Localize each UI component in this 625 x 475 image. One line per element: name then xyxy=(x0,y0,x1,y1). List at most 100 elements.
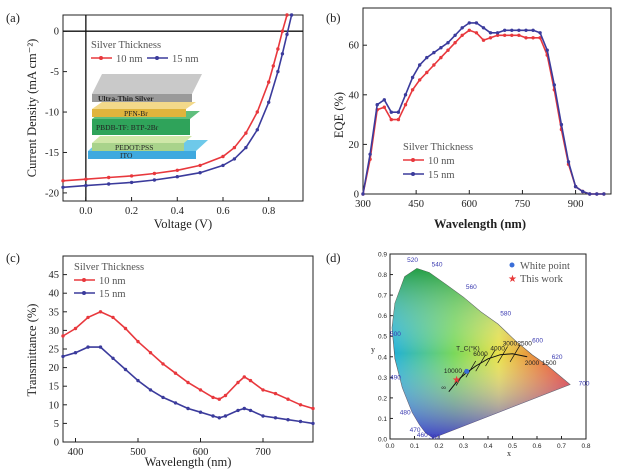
panel-c-ticks: 400 500 600 700 0 5 10 15 20 25 30 35 40 45 xyxy=(49,270,271,458)
layer-active xyxy=(92,119,190,135)
panel-c-data-point xyxy=(111,356,115,360)
panel-d-xtick-label: 0.7 xyxy=(557,443,566,450)
panel-b-data-point xyxy=(396,110,401,114)
panel-b-xlabel: Wavelength (nm) xyxy=(434,217,526,231)
panel-c-data-point xyxy=(98,345,103,349)
panel-c-data-point xyxy=(61,354,65,359)
panel-c-data-point xyxy=(98,310,103,314)
isotherm-line xyxy=(485,349,496,367)
panel-a-xtick-label: 0.6 xyxy=(216,206,229,217)
panel-b-data-point xyxy=(545,48,549,52)
panel-d-xlabel: x xyxy=(507,449,511,458)
panel-c-ytick-label: 45 xyxy=(49,270,60,281)
panel-d-label: (d) xyxy=(326,251,341,265)
panel-a-ytick-label: -5 xyxy=(50,67,59,78)
panel-b-xtick-label: 300 xyxy=(355,199,371,210)
panel-d-xtick-label: 0.3 xyxy=(459,443,468,450)
panel-b-data-point xyxy=(403,103,408,107)
panel-b-data-point xyxy=(403,93,408,97)
panel-b-data-point xyxy=(573,184,578,189)
panel-b-data-point xyxy=(453,33,457,37)
cie-wavelength-label: 700 xyxy=(579,381,590,388)
panel-c-data-point xyxy=(211,395,215,400)
cie-wavelength-label: 520 xyxy=(407,257,418,264)
panel-c-data-point xyxy=(111,315,115,320)
panel-d-xtick-label: 0.6 xyxy=(532,443,541,450)
cie-gamut-shade xyxy=(392,268,571,438)
panel-d-ytick-label: 0.9 xyxy=(378,252,387,259)
panel-a-data-point xyxy=(267,100,271,105)
cie-wavelength-label: 460 xyxy=(417,432,428,439)
panel-a-xtick-label: 0.4 xyxy=(171,206,185,217)
isotherm-line xyxy=(509,345,521,363)
cct-label: 3000 xyxy=(503,341,518,348)
panel-b-data-point xyxy=(559,122,564,127)
panel-b-data-point xyxy=(581,189,585,194)
panel-a-xtick-label: 0.0 xyxy=(79,206,92,217)
panel-d-legend-star-marker: ★ xyxy=(508,274,517,285)
panel-b-data-point xyxy=(467,28,471,32)
panel-c-data-point xyxy=(248,408,253,413)
panel-a-data-point xyxy=(232,145,237,150)
panel-c-data-point xyxy=(236,380,240,385)
panel-d-xtick-label: 0.4 xyxy=(483,443,492,450)
panel-b-data-point xyxy=(488,31,493,35)
panel-c-data-point xyxy=(286,397,290,401)
panel-c-legend-10nm-marker xyxy=(82,278,86,282)
cie-wavelength-label: 620 xyxy=(552,354,563,361)
panel-b-data-point xyxy=(389,117,393,122)
panel-a-xtick-label: 0.8 xyxy=(262,206,275,217)
panel-a-data-point xyxy=(232,157,237,161)
panel-c-data-point xyxy=(286,418,290,422)
cct-label: 4000 xyxy=(490,346,505,353)
panel-b-xtick-label: 750 xyxy=(515,199,531,210)
panel-b-data-point xyxy=(446,41,450,45)
layer-silver-label: Ultra-Thin Silver xyxy=(98,94,154,103)
panel-b-data-point xyxy=(517,28,521,32)
panel-a-data-point xyxy=(285,32,289,37)
panel-a-data-point xyxy=(61,185,65,189)
panel-c-legend-15nm-marker xyxy=(82,291,86,295)
cie-wavelength-label: 470 xyxy=(410,427,421,434)
panel-a-ytick-label: -15 xyxy=(45,148,59,159)
panel-c-data-point xyxy=(198,388,203,392)
panel-b-xtick-label: 600 xyxy=(461,199,477,210)
panel-c-data-point xyxy=(248,378,253,383)
panel-a-data-point xyxy=(267,80,271,84)
panel-b-data-point xyxy=(396,117,401,122)
panel-b-data-point xyxy=(382,98,386,102)
panel-d-legend-box xyxy=(504,256,584,286)
cct-label: 1500 xyxy=(542,360,557,367)
panel-b-data-point xyxy=(495,33,500,37)
panel-b-ytick-label: 0 xyxy=(354,190,359,201)
cct-label: T_C(°K) xyxy=(456,345,480,353)
panel-a-series xyxy=(61,13,294,189)
panel-a-legend-10nm-marker xyxy=(99,56,103,60)
panel-b-data-point xyxy=(418,63,422,67)
panel-c-legend-title: Silver Thickness xyxy=(74,262,144,273)
panel-b-data-point xyxy=(375,103,379,107)
panel-a-data-point xyxy=(276,69,280,74)
panel-b-ylabel: EQE (%) xyxy=(332,92,346,138)
panel-b-data-point xyxy=(410,75,415,80)
panel-b-data-point xyxy=(460,33,464,37)
panel-c-data-point xyxy=(273,391,278,396)
panel-a-data-point xyxy=(244,145,248,150)
panel-c-data-point xyxy=(242,406,246,411)
panel-a-data-point xyxy=(152,171,157,176)
panel-a-data-point xyxy=(61,179,65,183)
panel-a-data-point xyxy=(175,168,179,172)
panel-b-data-point xyxy=(531,36,535,40)
panel-b-data-point xyxy=(510,33,514,37)
panel-b-data-point xyxy=(524,28,528,32)
panel-a-data-point xyxy=(271,64,275,68)
panel-c-series-line-1 xyxy=(62,346,314,425)
panel-b-data-point xyxy=(595,192,599,196)
panel-b-data-point xyxy=(503,28,507,32)
panel-a-ytick-label: -20 xyxy=(45,188,59,199)
panel-d-ytick-label: 0.0 xyxy=(378,437,387,444)
panel-c-legend-15nm: 15 nm xyxy=(99,289,126,300)
layer-active-label: PBDB-TF: BTP-2Br xyxy=(96,123,159,132)
